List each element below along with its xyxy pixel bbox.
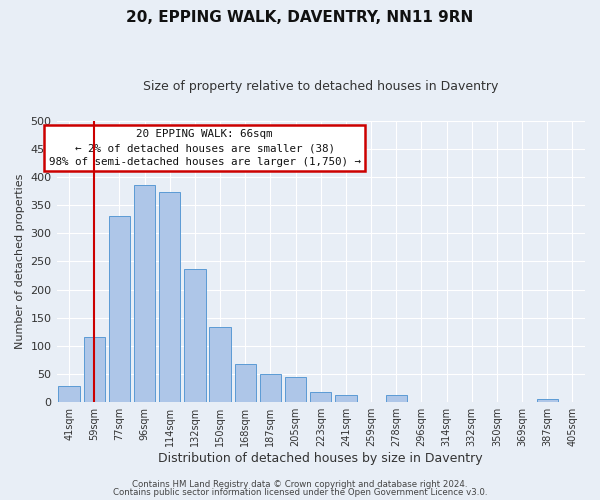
Bar <box>159 192 181 402</box>
Title: Size of property relative to detached houses in Daventry: Size of property relative to detached ho… <box>143 80 499 93</box>
Text: 20, EPPING WALK, DAVENTRY, NN11 9RN: 20, EPPING WALK, DAVENTRY, NN11 9RN <box>127 10 473 25</box>
Bar <box>184 268 206 402</box>
Bar <box>134 186 155 402</box>
Bar <box>83 337 105 402</box>
Bar <box>58 386 80 402</box>
Text: Contains public sector information licensed under the Open Government Licence v3: Contains public sector information licen… <box>113 488 487 497</box>
Bar <box>285 377 307 402</box>
Bar <box>335 395 356 402</box>
Bar <box>235 364 256 402</box>
Text: Contains HM Land Registry data © Crown copyright and database right 2024.: Contains HM Land Registry data © Crown c… <box>132 480 468 489</box>
Y-axis label: Number of detached properties: Number of detached properties <box>15 174 25 349</box>
Bar <box>536 400 558 402</box>
Bar <box>310 392 331 402</box>
Bar <box>386 395 407 402</box>
Text: 20 EPPING WALK: 66sqm
← 2% of detached houses are smaller (38)
98% of semi-detac: 20 EPPING WALK: 66sqm ← 2% of detached h… <box>49 129 361 167</box>
Bar <box>109 216 130 402</box>
Bar <box>260 374 281 402</box>
Bar <box>209 328 231 402</box>
X-axis label: Distribution of detached houses by size in Daventry: Distribution of detached houses by size … <box>158 452 483 465</box>
